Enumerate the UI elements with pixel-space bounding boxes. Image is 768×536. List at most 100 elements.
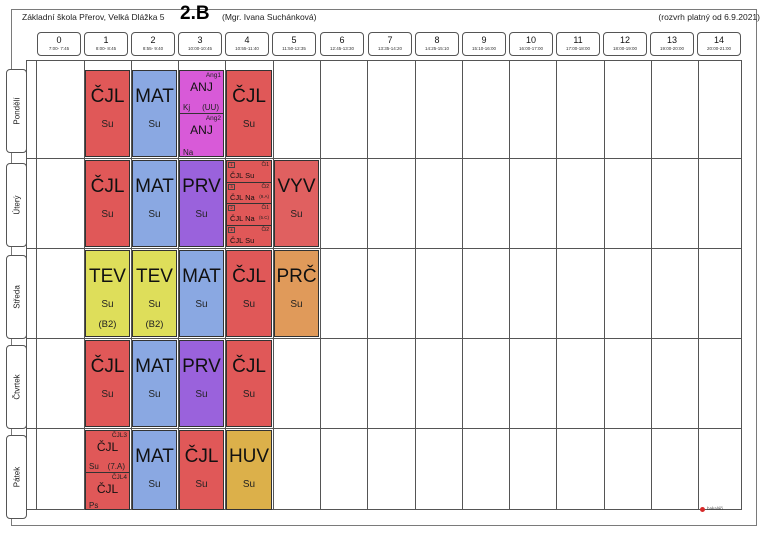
day-name: Pondělí <box>12 97 21 125</box>
lesson-subject: ČJL <box>90 356 125 377</box>
period-number: 4 <box>244 35 250 45</box>
lesson-wed-1[interactable]: TEV Su (B2) <box>85 250 130 337</box>
lesson-wed-5[interactable]: PRČ Su <box>274 250 319 337</box>
lesson-subject: PRV <box>182 356 221 377</box>
day-label-monday: Pondělí <box>6 69 27 153</box>
lesson-subject: ČJL Su <box>230 235 255 245</box>
lesson-subgroup[interactable]: 3 Či2 ČJL Na (9.A) <box>227 183 271 204</box>
lesson-room: (B2) <box>98 319 117 330</box>
subgroup-marker: 3 <box>228 183 235 190</box>
period-time: 14:25-15:10 <box>424 46 450 51</box>
period-time: 12:45-13:30 <box>329 46 355 51</box>
period-number: 6 <box>339 35 345 45</box>
lesson-teacher: Su <box>101 209 114 220</box>
lesson-subject: TEV <box>89 266 126 287</box>
period-number: 13 <box>666 35 677 45</box>
period-number: 0 <box>56 35 62 45</box>
lesson-subgroup[interactable]: 2 Či1 ČJL Na (5.C) <box>227 204 271 226</box>
lesson-teacher: Kj <box>183 103 191 112</box>
lesson-teacher: Ps <box>89 501 99 510</box>
lesson-wed-3[interactable]: MAT Su <box>179 250 224 337</box>
lesson-subgroup[interactable]: 4 Či2 ČJL Su <box>227 226 271 247</box>
lesson-mon-1[interactable]: ČJL Su <box>85 70 130 157</box>
lesson-teacher: Su <box>242 479 256 490</box>
lesson-tue-4-split[interactable]: 1 Či1 ČJL Su 3 Či2 ČJL Na (9.A) 2 Či1 ČJ… <box>226 160 272 247</box>
period-header-1: 1 8:00- 8:45 <box>84 32 128 56</box>
lesson-subject: ČJL <box>232 356 266 377</box>
lesson-subject: MAT <box>135 356 174 377</box>
period-header-5: 5 11:50-12:35 <box>272 32 316 56</box>
lesson-mon-4[interactable]: ČJL Su <box>226 70 272 157</box>
lesson-thu-1[interactable]: ČJL Su <box>85 340 130 427</box>
school-name: Základní škola Přerov, Velká Dlážka 5 <box>22 12 165 22</box>
lesson-teacher: Su <box>195 389 208 400</box>
lesson-subject: PRV <box>182 176 221 197</box>
lesson-thu-2[interactable]: MAT Su <box>132 340 177 427</box>
lesson-subject: ČJL <box>232 266 266 287</box>
period-time: 13:35-14:20 <box>377 46 403 51</box>
period-time: 7:00- 7:45 <box>48 46 70 51</box>
logo-dot-icon <box>700 507 705 512</box>
lesson-teacher: Su <box>148 479 161 490</box>
lesson-subject: MAT <box>135 446 174 467</box>
day-name: Čtvrtek <box>12 374 21 400</box>
period-time: 19:00-20:00 <box>659 46 685 51</box>
period-time: 17:00-18:00 <box>565 46 591 51</box>
logo-text: bakaláři <box>707 506 723 511</box>
lesson-room: (7.A) <box>107 462 125 471</box>
period-header-7: 7 13:35-14:20 <box>368 32 412 56</box>
day-name: Úterý <box>12 195 21 215</box>
period-time: 15:10-16:00 <box>471 46 497 51</box>
lesson-group: Ang2 <box>205 115 221 122</box>
lesson-group-cjl4[interactable]: ČJL4 ČJL Ps <box>86 473 129 510</box>
lesson-mon-3-split[interactable]: Ang1 ANJ Kj (UU) Ang2 ANJ Na <box>179 70 224 157</box>
lesson-tue-2[interactable]: MAT Su <box>132 160 177 247</box>
lesson-tue-3[interactable]: PRV Su <box>179 160 224 247</box>
lesson-teacher: Su <box>148 299 161 310</box>
day-label-tuesday: Úterý <box>6 163 27 247</box>
lesson-subject: ANJ <box>190 80 213 94</box>
lesson-fri-2[interactable]: MAT Su <box>132 430 177 510</box>
lesson-subject: ČJL Su <box>230 171 255 180</box>
lesson-subject: ČJL Na <box>230 214 255 223</box>
class-teacher: (Mgr. Ivana Suchánková) <box>222 12 317 22</box>
lesson-subject: MAT <box>135 176 174 197</box>
lesson-thu-4[interactable]: ČJL Su <box>226 340 272 427</box>
lesson-group: Ang1 <box>205 72 221 79</box>
lesson-teacher: Su <box>290 209 303 220</box>
lesson-teacher: Na <box>183 148 194 157</box>
lesson-teacher: Su <box>195 209 208 220</box>
lesson-teacher: Su <box>148 389 161 400</box>
lesson-tue-5[interactable]: VYV Su <box>274 160 319 247</box>
lesson-subgroup[interactable]: 1 Či1 ČJL Su <box>227 161 271 183</box>
lesson-wed-4[interactable]: ČJL Su <box>226 250 272 337</box>
lesson-group-cjl3[interactable]: ČJL3 ČJL Su (7.A) <box>86 431 129 473</box>
lesson-subject: PRČ <box>276 266 317 287</box>
period-time: 16:00-17:00 <box>518 46 544 51</box>
period-number: 5 <box>291 35 297 45</box>
lesson-wed-2[interactable]: TEV Su (B2) <box>132 250 177 337</box>
lesson-group-ang2[interactable]: Ang2 ANJ Na <box>180 114 223 157</box>
period-header-11: 11 17:00-18:00 <box>556 32 600 56</box>
period-number: 14 <box>713 35 724 45</box>
period-time: 8:55- 9:40 <box>142 46 164 51</box>
lesson-fri-1-split[interactable]: ČJL3 ČJL Su (7.A) ČJL4 ČJL Ps <box>85 430 130 510</box>
timetable-grid: ČJL Su MAT Su Ang1 ANJ Kj (UU) Ang2 ANJ … <box>26 60 742 510</box>
lesson-fri-4[interactable]: HUV Su <box>226 430 272 510</box>
lesson-subject: VYV <box>277 176 316 197</box>
lesson-fri-3[interactable]: ČJL Su <box>179 430 224 510</box>
bakalari-logo: bakaláři <box>700 505 740 515</box>
lesson-group: ČJL3 <box>111 432 127 439</box>
period-header-14: 14 20:00-21:00 <box>697 32 741 56</box>
lesson-teacher: Su <box>89 462 99 471</box>
period-header-9: 9 15:10-16:00 <box>462 32 506 56</box>
lesson-group-ang1[interactable]: Ang1 ANJ Kj (UU) <box>180 71 223 114</box>
lesson-thu-3[interactable]: PRV Su <box>179 340 224 427</box>
lesson-tue-1[interactable]: ČJL Su <box>85 160 130 247</box>
lesson-teacher: Su <box>242 299 256 310</box>
day-name: Středa <box>12 285 21 309</box>
lesson-subject: ČJL <box>96 440 119 454</box>
lesson-mon-2[interactable]: MAT Su <box>132 70 177 157</box>
period-header-0: 0 7:00- 7:45 <box>37 32 81 56</box>
period-time: 20:00-21:00 <box>706 46 732 51</box>
